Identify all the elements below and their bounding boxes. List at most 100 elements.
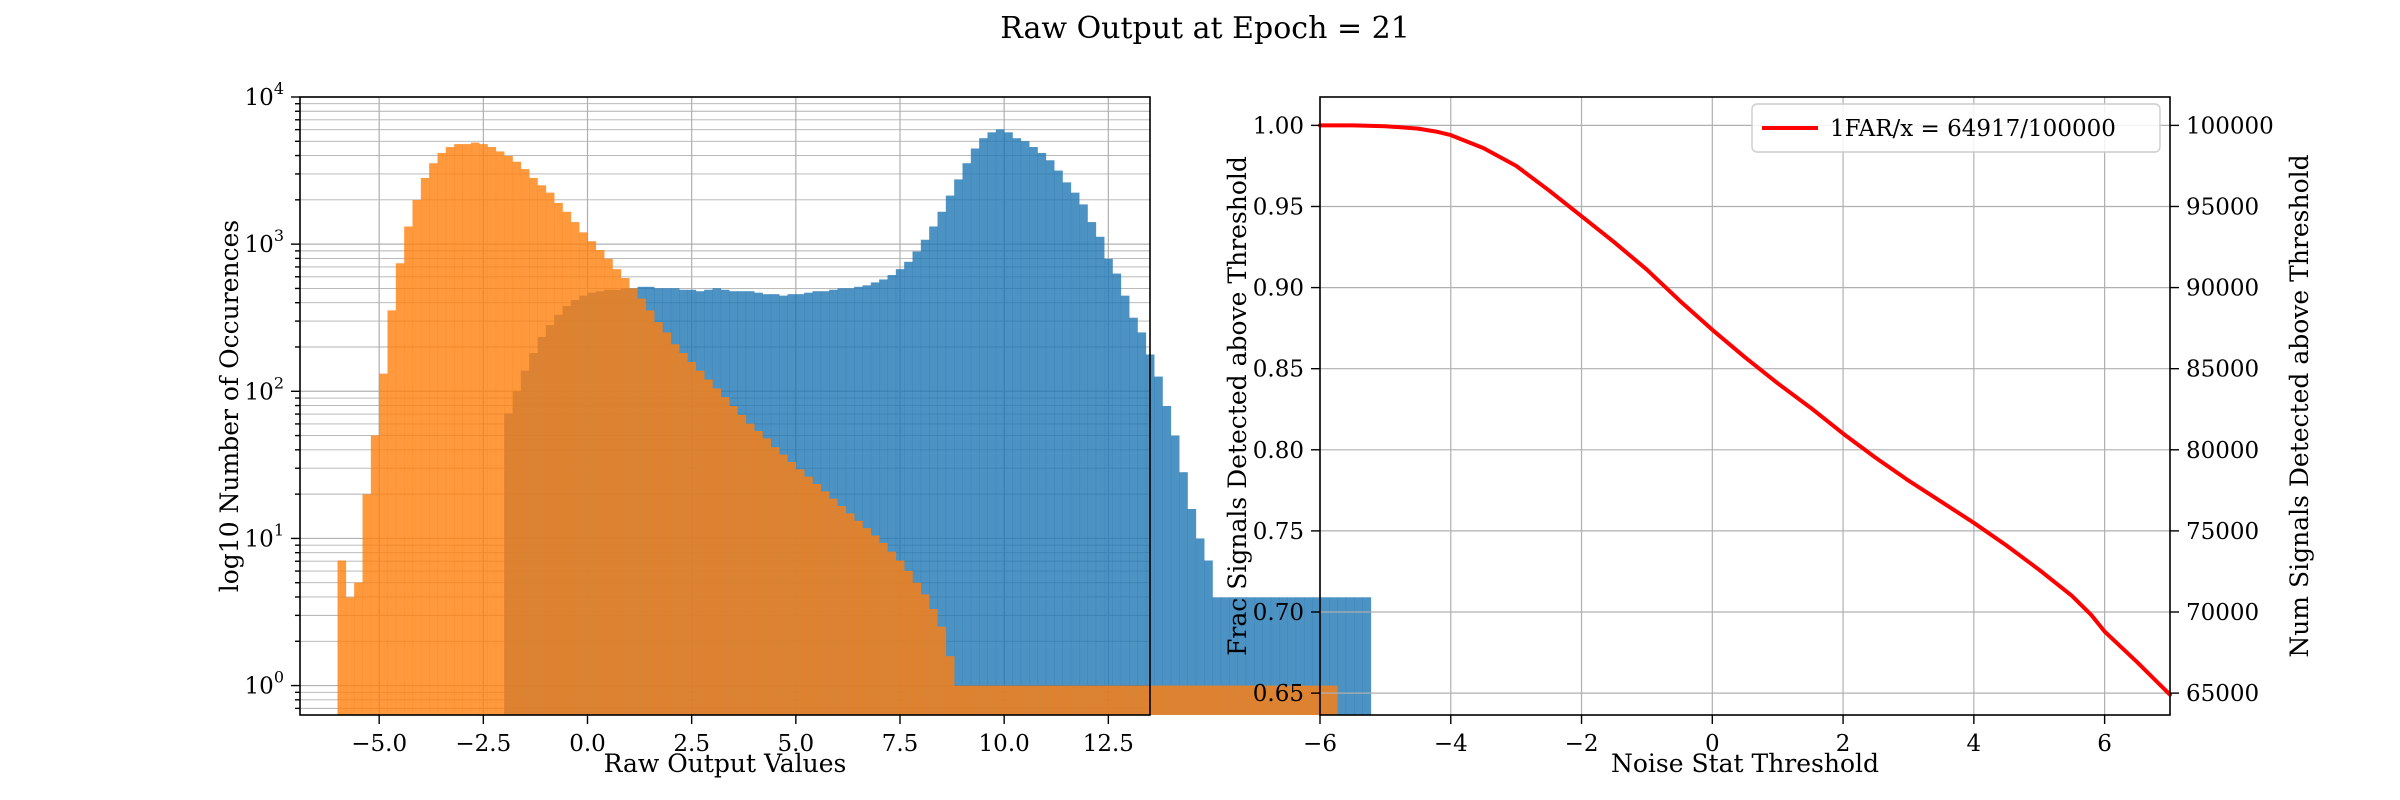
histogram-bar [1287, 597, 1297, 715]
histogram-y-axis-label: log10 Number of Occurences [215, 220, 244, 593]
histogram-bar [1037, 152, 1047, 715]
histogram-bar [970, 685, 980, 715]
x-tick-label: −2.5 [455, 731, 511, 757]
histogram-bar [387, 310, 397, 715]
histogram-bar [1220, 597, 1230, 715]
histogram-bar [945, 195, 955, 716]
x-tick-label: −6 [1303, 731, 1337, 757]
histogram-bar [862, 528, 872, 715]
histogram-bar [537, 185, 547, 716]
histogram-bar [1095, 236, 1105, 716]
line-grid [1319, 97, 2170, 715]
histogram-bar [1087, 685, 1097, 715]
histogram-bar [1212, 597, 1222, 715]
histogram-bar [912, 251, 922, 715]
histogram-bar [770, 447, 780, 715]
histogram-bar [1237, 597, 1247, 715]
histogram-bar [1004, 132, 1013, 716]
y-tick-exponent: 0 [274, 668, 284, 687]
histogram-x-axis-label: Raw Output Values [604, 749, 847, 778]
histogram-bar [754, 431, 763, 715]
y-tick-label: 102 [245, 373, 284, 405]
histogram-bar [937, 211, 947, 715]
y-tick-label: 0.95 [1253, 194, 1304, 220]
histogram-bar [1020, 685, 1030, 715]
histogram-bar [1054, 685, 1063, 715]
histogram-bar [1004, 685, 1013, 715]
histogram-bar [562, 211, 572, 715]
histogram-bar [704, 379, 713, 715]
histogram-bar [1120, 295, 1130, 715]
histogram-bar [1287, 685, 1297, 715]
histogram-bar [1362, 597, 1372, 715]
histogram-bar [554, 202, 563, 715]
histogram-bar [1012, 685, 1022, 715]
histogram-bar [545, 192, 555, 716]
histogram-bar [337, 560, 347, 715]
histogram-bar [679, 353, 688, 715]
histogram-bar [1137, 332, 1147, 715]
histogram-bar [1312, 685, 1322, 715]
histogram-bar [812, 483, 822, 715]
series-line [1318, 123, 2172, 697]
histogram-bar [529, 177, 538, 715]
line-chart: 0.65 0.70 0.75 0.80 0.85 0.90 0.95 1.00 −6 −4 −2 0 2… [1223, 96, 2314, 778]
y-tick-base: 10 [245, 379, 274, 405]
histogram-bar [1045, 160, 1055, 715]
y-right-tick-label: 80000 [2186, 438, 2259, 464]
histogram-bar [820, 491, 830, 715]
y-tick-label: 0.80 [1253, 438, 1304, 464]
line-y-axis-label: Frac Signals Detected above Threshold [1223, 156, 1252, 656]
histogram-bar [995, 685, 1005, 715]
histogram-bar [1212, 685, 1222, 715]
histogram-bar [629, 288, 638, 715]
y-tick-exponent: 4 [274, 79, 284, 98]
histogram-bar [1295, 597, 1305, 715]
histogram-bar [1245, 685, 1255, 715]
histogram-bar [987, 132, 997, 716]
histogram-bar [479, 144, 488, 716]
y-tick-label: 104 [245, 79, 284, 111]
y-right-tick-label: 85000 [2186, 357, 2259, 383]
line-x-axis-label: Noise Stat Threshold [1611, 749, 1879, 778]
histogram-bar [1079, 685, 1088, 715]
histogram-bar [1320, 685, 1330, 715]
histogram-bar [1104, 258, 1113, 715]
histogram-bar [1120, 685, 1130, 715]
histogram-bar [470, 142, 480, 716]
y-tick-base: 10 [245, 232, 274, 258]
histogram-bar [1179, 685, 1188, 715]
legend-label: 1FAR/x = 64917/100000 [1830, 116, 2116, 142]
histogram-bar [1087, 222, 1097, 716]
histogram-bar [1029, 685, 1038, 715]
histogram-bar [837, 288, 847, 715]
histogram-bar [579, 232, 588, 715]
histogram-bar [954, 179, 963, 715]
histogram-bar [995, 129, 1005, 715]
histogram-bar [920, 239, 930, 715]
histogram-bar [1154, 376, 1163, 715]
histogram-bar [1204, 685, 1213, 715]
y-tick-label: 1.00 [1253, 113, 1304, 139]
histogram-bar [612, 269, 622, 715]
histogram-bar [695, 370, 705, 715]
histogram-bar [904, 261, 913, 715]
histogram-bar [412, 200, 422, 715]
histogram-bar [670, 344, 680, 715]
histogram-bar [887, 275, 897, 715]
histogram-bar [837, 506, 847, 715]
histogram-bar [904, 570, 913, 715]
y-tick-label: 0.85 [1253, 357, 1304, 383]
histogram-bar [1262, 597, 1272, 715]
histogram-bar [1304, 597, 1313, 715]
histogram-bar [1154, 685, 1163, 715]
histogram-bar [1270, 597, 1280, 715]
histogram-series [337, 142, 1338, 716]
histogram-bar [870, 535, 880, 715]
histogram-bar [395, 263, 405, 715]
histogram-bar [1070, 192, 1080, 716]
histogram-bar [570, 222, 580, 716]
line-y-axis-right-label: Num Signals Detected above Threshold [2285, 154, 2314, 657]
y-right-tick-label: 95000 [2186, 194, 2259, 220]
histogram-bar [1187, 685, 1197, 715]
